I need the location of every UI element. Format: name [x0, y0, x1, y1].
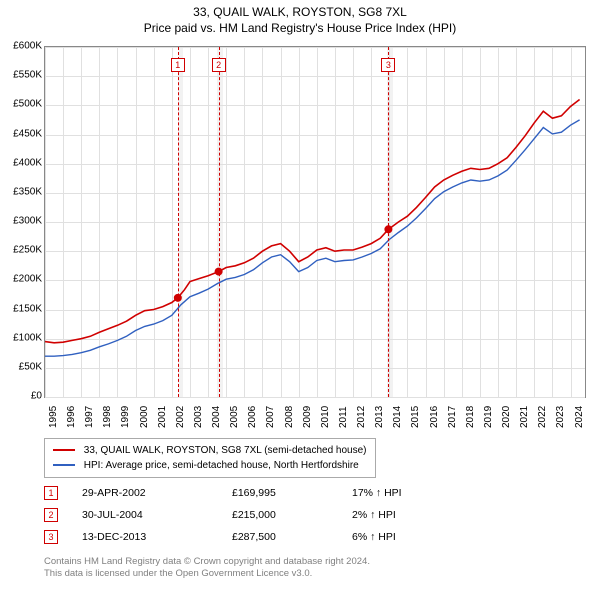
- sales-marker: 2: [44, 508, 58, 522]
- event-marker-box: 2: [212, 58, 226, 72]
- x-tick-label: 2013: [374, 416, 385, 428]
- legend-swatch-1: [53, 449, 75, 451]
- x-tick-label: 1996: [66, 416, 77, 428]
- x-tick-label: 2015: [410, 416, 421, 428]
- x-tick-label: 2011: [338, 416, 349, 428]
- x-tick-label: 2009: [302, 416, 313, 428]
- x-tick-label: 2007: [265, 416, 276, 428]
- y-tick-label: £600K: [0, 41, 42, 52]
- x-tick-label: 2004: [211, 416, 222, 428]
- x-tick-label: 2005: [229, 416, 240, 428]
- x-tick-label: 2001: [157, 416, 168, 428]
- y-tick-label: £50K: [0, 361, 42, 372]
- chart-area: 1 2 3: [44, 46, 586, 398]
- x-tick-label: 1997: [84, 416, 95, 428]
- legend-label-2: HPI: Average price, semi-detached house,…: [84, 460, 359, 471]
- y-tick-label: £500K: [0, 99, 42, 110]
- event-marker-box: 3: [381, 58, 395, 72]
- y-tick-label: £200K: [0, 274, 42, 285]
- sales-price: £287,500: [232, 531, 352, 543]
- x-tick-label: 2000: [139, 416, 150, 428]
- x-tick-label: 2003: [193, 416, 204, 428]
- sales-row: 1 29-APR-2002 £169,995 17% ↑ HPI: [44, 482, 584, 504]
- x-tick-label: 2012: [356, 416, 367, 428]
- sales-marker: 1: [44, 486, 58, 500]
- attribution-line2: This data is licensed under the Open Gov…: [44, 568, 584, 580]
- legend-box: 33, QUAIL WALK, ROYSTON, SG8 7XL (semi-d…: [44, 438, 376, 478]
- attribution: Contains HM Land Registry data © Crown c…: [44, 556, 584, 581]
- sales-price: £169,995: [232, 487, 352, 499]
- x-tick-label: 2010: [320, 416, 331, 428]
- attribution-line1: Contains HM Land Registry data © Crown c…: [44, 556, 584, 568]
- x-tick-label: 2023: [555, 416, 566, 428]
- x-tick-label: 2014: [392, 416, 403, 428]
- plot-svg: [45, 47, 585, 397]
- y-tick-label: £350K: [0, 186, 42, 197]
- legend-label-1: 33, QUAIL WALK, ROYSTON, SG8 7XL (semi-d…: [84, 445, 367, 456]
- y-tick-label: £0: [0, 391, 42, 402]
- x-tick-label: 2008: [284, 416, 295, 428]
- title-line2: Price paid vs. HM Land Registry's House …: [0, 21, 600, 37]
- legend-swatch-2: [53, 464, 75, 466]
- y-tick-label: £450K: [0, 128, 42, 139]
- x-tick-label: 2019: [483, 416, 494, 428]
- x-tick-label: 1999: [120, 416, 131, 428]
- series-line: [45, 100, 580, 343]
- x-tick-label: 2018: [465, 416, 476, 428]
- x-tick-label: 2024: [574, 416, 585, 428]
- x-tick-label: 2016: [429, 416, 440, 428]
- y-tick-label: £550K: [0, 70, 42, 81]
- sales-price: £215,000: [232, 509, 352, 521]
- y-tick-label: £300K: [0, 216, 42, 227]
- legend-item-1: 33, QUAIL WALK, ROYSTON, SG8 7XL (semi-d…: [53, 443, 367, 458]
- sales-row: 3 13-DEC-2013 £287,500 6% ↑ HPI: [44, 526, 584, 548]
- y-tick-label: £250K: [0, 245, 42, 256]
- sales-row: 2 30-JUL-2004 £215,000 2% ↑ HPI: [44, 504, 584, 526]
- x-tick-label: 2020: [501, 416, 512, 428]
- sales-marker: 3: [44, 530, 58, 544]
- series-line: [45, 120, 580, 356]
- title-line1: 33, QUAIL WALK, ROYSTON, SG8 7XL: [0, 5, 600, 21]
- x-tick-label: 2022: [537, 416, 548, 428]
- sales-table: 1 29-APR-2002 £169,995 17% ↑ HPI 2 30-JU…: [44, 482, 584, 548]
- y-tick-label: £150K: [0, 303, 42, 314]
- event-marker-box: 1: [171, 58, 185, 72]
- root: 33, QUAIL WALK, ROYSTON, SG8 7XL Price p…: [0, 0, 600, 590]
- x-tick-label: 1995: [48, 416, 59, 428]
- chart-title: 33, QUAIL WALK, ROYSTON, SG8 7XL Price p…: [0, 0, 600, 36]
- x-tick-label: 2021: [519, 416, 530, 428]
- sales-pct: 17% ↑ HPI: [352, 487, 472, 499]
- x-tick-label: 2006: [247, 416, 258, 428]
- y-tick-label: £400K: [0, 157, 42, 168]
- x-tick-label: 1998: [102, 416, 113, 428]
- sales-date: 13-DEC-2013: [82, 531, 232, 543]
- x-tick-label: 2002: [175, 416, 186, 428]
- sales-pct: 6% ↑ HPI: [352, 531, 472, 543]
- y-tick-label: £100K: [0, 332, 42, 343]
- sales-date: 29-APR-2002: [82, 487, 232, 499]
- sales-date: 30-JUL-2004: [82, 509, 232, 521]
- x-tick-label: 2017: [447, 416, 458, 428]
- legend-item-2: HPI: Average price, semi-detached house,…: [53, 458, 367, 473]
- sales-pct: 2% ↑ HPI: [352, 509, 472, 521]
